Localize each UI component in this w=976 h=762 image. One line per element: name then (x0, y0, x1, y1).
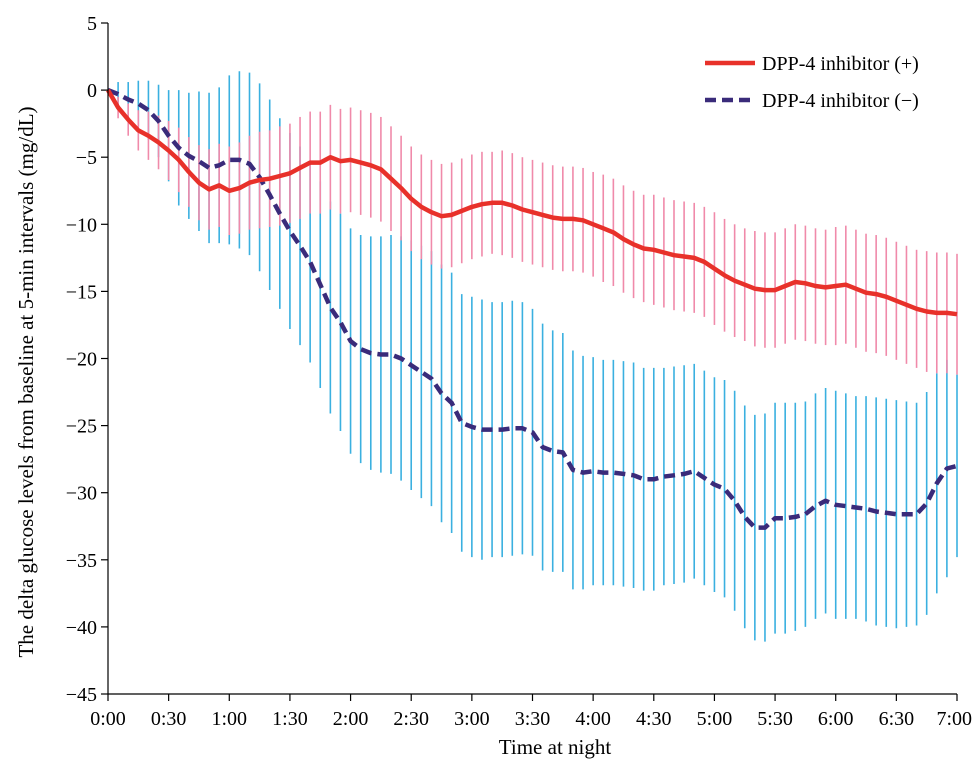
x-tick-label: 1:30 (272, 708, 308, 730)
x-tick-label: 3:00 (454, 708, 490, 730)
error-bars-dpp4-positive (117, 96, 958, 375)
x-tick-label: 4:30 (636, 708, 672, 730)
y-tick-label: 5 (87, 13, 97, 35)
x-axis-title: Time at night (499, 735, 612, 759)
x-tick-label: 0:00 (90, 708, 126, 730)
y-tick-label: −45 (66, 684, 97, 706)
tick-labels: 5 0 −5 −10 −15 −20 −25 −30 −35 −40 −450:00 0:30 1:00… (66, 13, 972, 730)
y-tick-label: −35 (66, 550, 97, 572)
x-tick-label: 0:30 (151, 708, 187, 730)
series-line-dpp4-negative (107, 88, 958, 530)
x-tick-label: 1:00 (212, 708, 248, 730)
y-tick-label: −30 (66, 483, 97, 505)
legend-label-dpp4-negative: DPP-4 inhibitor (−) (762, 90, 919, 112)
y-tick-label: −20 (66, 349, 97, 371)
y-tick-label: 0 (87, 80, 97, 102)
axes (101, 22, 958, 701)
x-tick-label: 2:00 (333, 708, 369, 730)
y-tick-label: −40 (66, 617, 97, 639)
y-axis-title: The delta glucose levels from baseline a… (14, 106, 38, 657)
legend-label-dpp4-positive: DPP-4 inhibitor (+) (762, 53, 919, 75)
y-tick-label: −25 (66, 416, 97, 438)
y-tick-label: −15 (66, 281, 97, 303)
x-tick-label: 7:00 (936, 708, 972, 730)
x-tick-label: 5:30 (757, 708, 793, 730)
legend: DPP-4 inhibitor (+) DPP-4 inhibitor (−) (705, 53, 919, 112)
error-bars-dpp4-negative (117, 71, 958, 642)
x-tick-label: 6:30 (879, 708, 915, 730)
x-tick-label: 5:00 (697, 708, 733, 730)
x-tick-label: 3:30 (515, 708, 551, 730)
x-tick-label: 6:00 (818, 708, 854, 730)
series-line-dpp4-positive (106, 88, 958, 317)
x-tick-label: 4:00 (575, 708, 611, 730)
x-tick-label: 2:30 (393, 708, 429, 730)
y-tick-label: −5 (76, 147, 97, 169)
series-lines (106, 88, 958, 530)
y-tick-label: −10 (66, 214, 97, 236)
